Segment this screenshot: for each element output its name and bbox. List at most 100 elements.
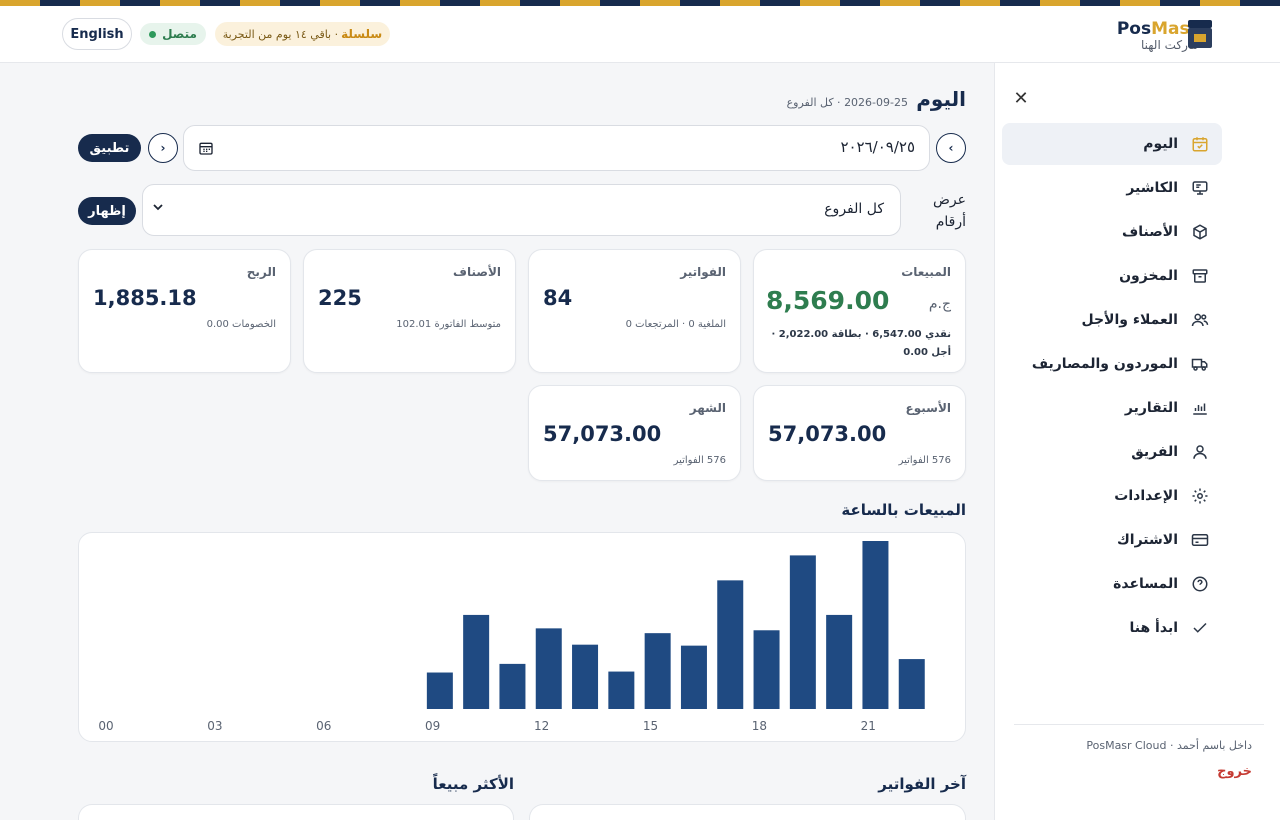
card-sub: الخصومات 0.00 — [206, 319, 276, 330]
calendar-check-icon — [1190, 134, 1210, 154]
sidebar-footer: داخل باسم أحمد · PosMasr Cloud خروج — [1014, 724, 1264, 820]
card-value: 84 — [543, 286, 573, 310]
sidebar-item-help[interactable]: المساعدة — [1002, 563, 1222, 605]
chart-bar — [717, 580, 744, 709]
invoices-card: الفواتير 84 الملغية 0 · المرتجعات 0 — [528, 249, 741, 373]
chart-bar — [426, 672, 453, 709]
profit-card: الربح 1,885.18 الخصومات 0.00 — [78, 249, 291, 373]
chart-bar — [644, 633, 671, 709]
card-sub: 576 الفواتير — [898, 455, 951, 466]
chart-tick-label: 15 — [643, 719, 658, 733]
trial-badge: سلسلة · باقي ١٤ يوم من التجربة — [215, 22, 390, 46]
sidebar-item-subscription[interactable]: الاشتراك — [1002, 519, 1222, 561]
card-label: الأصناف — [453, 265, 501, 279]
sidebar-item-label: ابدأ هنا — [1129, 620, 1179, 636]
sidebar-item-products[interactable]: الأصناف — [1002, 211, 1222, 253]
chart-bar — [463, 614, 490, 709]
top-stripe — [0, 0, 1280, 6]
sales-card: المبيعات ج.م 8,569.00 نقدي 6,547.00 · بط… — [753, 249, 966, 373]
next-day-button[interactable]: › — [148, 133, 178, 163]
card-value: 57,073.00 — [543, 422, 662, 446]
trial-plan: سلسلة — [341, 27, 383, 41]
card-label: المبيعات — [901, 265, 951, 279]
date-value: ٢٠٢٦/٠٩/٢٥ — [840, 138, 915, 156]
sidebar-item-label: المخزون — [1119, 268, 1178, 284]
check-icon — [1190, 618, 1210, 638]
chart-tick-label: 18 — [752, 719, 767, 733]
logout-link[interactable]: خروج — [1217, 764, 1252, 779]
sidebar-item-today[interactable]: اليوم — [1002, 123, 1222, 165]
card-sub: الملغية 0 · المرتجعات 0 — [625, 319, 726, 330]
users-icon — [1190, 310, 1210, 330]
sidebar-item-suppliers[interactable]: الموردون والمصاريف — [1002, 343, 1222, 385]
sidebar-item-label: المساعدة — [1113, 576, 1178, 592]
sidebar-item-label: اليوم — [1143, 136, 1178, 152]
chart-bar — [789, 555, 816, 709]
box-icon — [1190, 222, 1210, 242]
sidebar-item-reports[interactable]: التقارير — [1002, 387, 1222, 429]
brand-name: PosMasr — [1116, 19, 1198, 39]
main-content: اليوم 2026-09-25 · كل الفروع ‹ ٢٠٢٦/٠٩/٢… — [78, 63, 966, 820]
show-numbers-label: عرض أرقام — [932, 192, 966, 230]
chart-tick-label: 12 — [534, 719, 549, 733]
card-value: 1,885.18 — [93, 286, 197, 310]
language-button[interactable]: English — [62, 18, 132, 50]
sidebar-item-label: الموردون والمصاريف — [1031, 356, 1178, 372]
card-sub: 576 الفواتير — [673, 455, 726, 466]
page-title: اليوم — [916, 87, 966, 111]
card-label: الشهر — [689, 401, 726, 415]
card-sub: متوسط الفاتورة 102.01 — [396, 319, 501, 330]
trial-text: · باقي ١٤ يوم من التجربة — [222, 27, 339, 41]
close-sidebar-icon[interactable]: ✕ — [1013, 88, 1029, 109]
branch-select[interactable]: كل الفروع — [142, 184, 901, 236]
apply-button[interactable]: تطبيق — [78, 134, 141, 162]
sidebar-item-label: الاشتراك — [1116, 532, 1178, 548]
recent-invoices-panel — [529, 804, 966, 820]
sidebar-item-label: التقارير — [1124, 400, 1178, 416]
sidebar-item-label: الكاشير — [1126, 180, 1178, 196]
store-logo-icon — [1186, 18, 1214, 50]
sidebar-item-label: الإعدادات — [1114, 488, 1178, 504]
chart-tick-label: 03 — [207, 719, 222, 733]
card-label: الربح — [246, 265, 276, 279]
currency-label: ج.م — [928, 296, 951, 312]
sidebar-item-cashier[interactable]: الكاشير — [1002, 167, 1222, 209]
chevron-down-icon — [153, 201, 163, 215]
best-sellers-panel — [78, 804, 514, 820]
card-value: 8,569.00 — [766, 286, 890, 315]
best-sellers-title: الأكثر مبيعاً — [432, 775, 514, 793]
sidebar-item-label: الفريق — [1131, 444, 1178, 460]
signed-in-user: داخل باسم أحمد · PosMasr Cloud — [1086, 739, 1252, 752]
sidebar-item-customers[interactable]: العملاء والأجل — [1002, 299, 1222, 341]
date-field[interactable]: ٢٠٢٦/٠٩/٢٥ — [183, 125, 930, 171]
branch-select-value: كل الفروع — [824, 201, 884, 217]
chart-tick-label: 21 — [861, 719, 876, 733]
gear-icon — [1190, 486, 1210, 506]
items-card: الأصناف 225 متوسط الفاتورة 102.01 — [303, 249, 516, 373]
sidebar-item-team[interactable]: الفريق — [1002, 431, 1222, 473]
calendar-icon[interactable] — [198, 140, 214, 156]
chart-bar — [535, 628, 562, 709]
sidebar-item-get-started[interactable]: ابدأ هنا — [1002, 607, 1222, 649]
sidebar: ✕ اليوم الكاشير الأصناف المخزون — [994, 63, 1280, 820]
recent-invoices-title: آخر الفواتير — [878, 775, 966, 793]
chart-bar — [499, 663, 526, 709]
sidebar-item-label: العملاء والأجل — [1081, 312, 1178, 328]
card-value: 225 — [318, 286, 362, 310]
chart-bar — [898, 659, 925, 709]
monitor-icon — [1190, 178, 1210, 198]
show-button[interactable]: إظهار — [78, 197, 136, 225]
truck-icon — [1190, 354, 1210, 374]
chart-svg: 00 03 06 09 12 15 18 21 — [98, 541, 925, 733]
sidebar-item-settings[interactable]: الإعدادات — [1002, 475, 1222, 517]
connection-status-badge: متصل — [140, 23, 206, 45]
previous-day-button[interactable]: ‹ — [936, 133, 966, 163]
hourly-sales-chart: 00 03 06 09 12 15 18 21 — [78, 532, 966, 742]
sidebar-item-label: الأصناف — [1122, 224, 1178, 240]
bar-chart-icon — [1190, 398, 1210, 418]
store-name: ماركت الهنا — [1141, 38, 1198, 52]
card-value: 57,073.00 — [768, 422, 887, 446]
online-dot-icon — [149, 30, 157, 38]
sidebar-nav: اليوم الكاشير الأصناف المخزون العملاء وا… — [1002, 123, 1222, 651]
sidebar-item-inventory[interactable]: المخزون — [1002, 255, 1222, 297]
